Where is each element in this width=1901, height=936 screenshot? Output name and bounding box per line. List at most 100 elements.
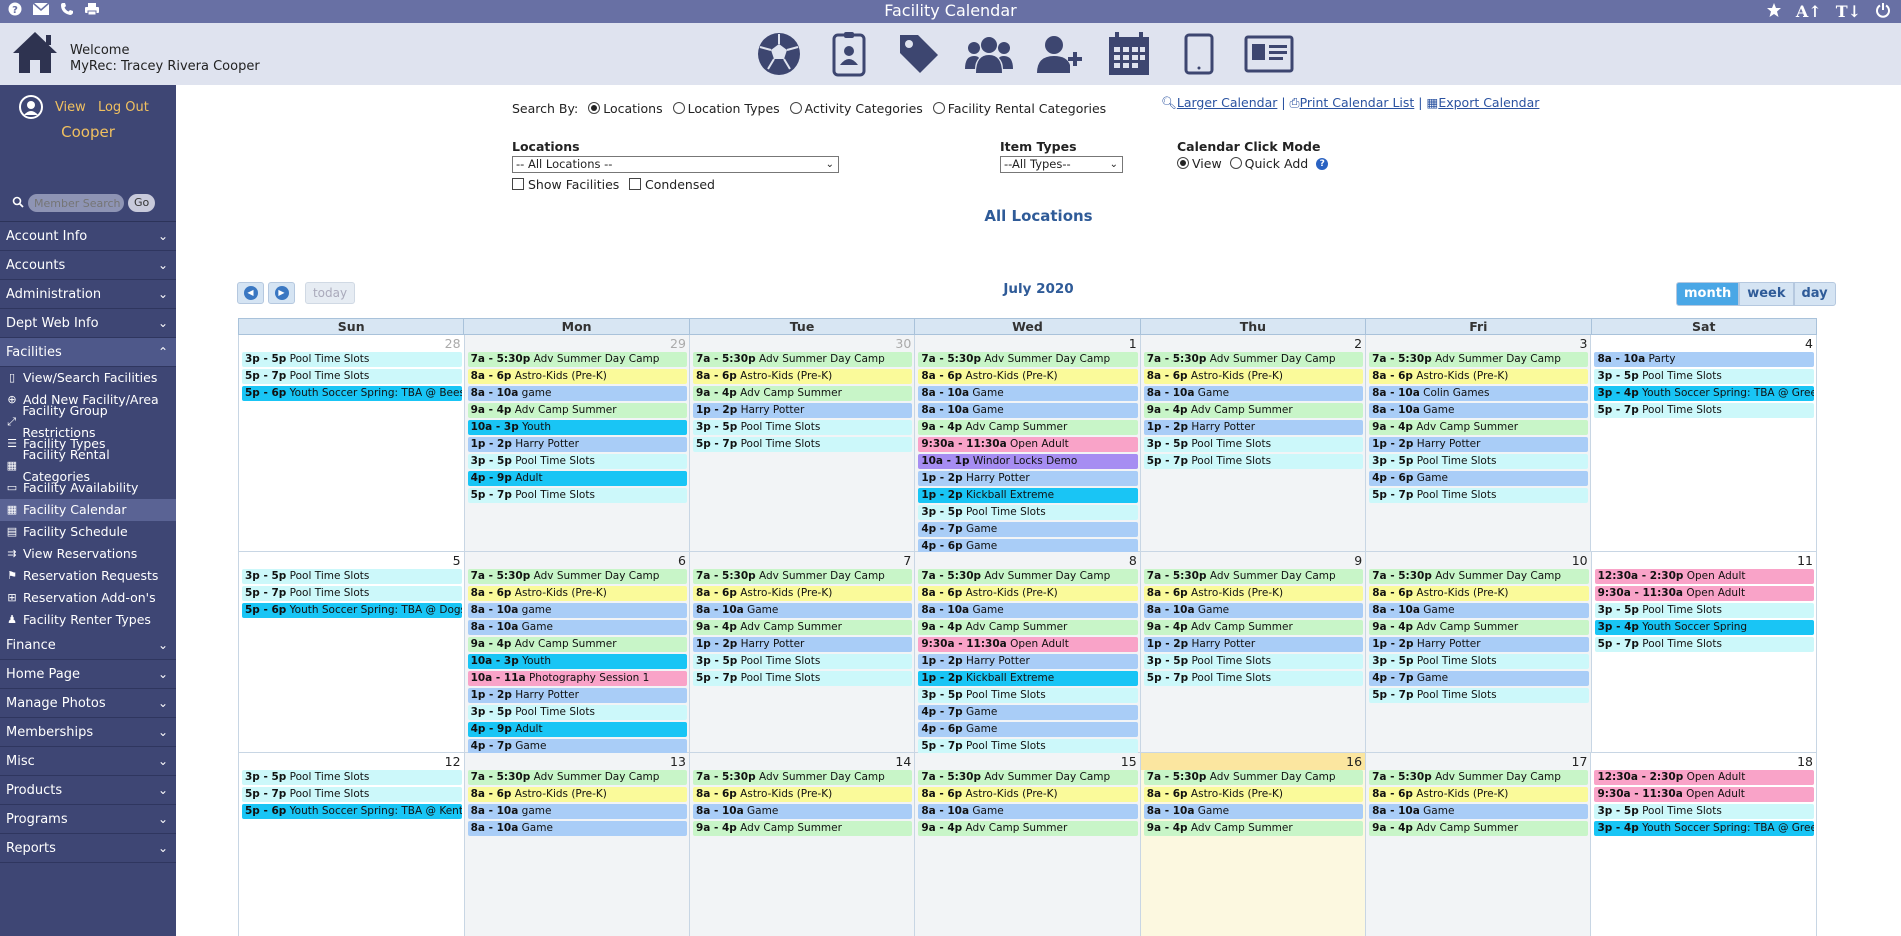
calendar-event[interactable]: 4p - 6p Game <box>918 722 1138 737</box>
calendar-event[interactable]: 5p - 7p Pool Time Slots <box>242 369 462 384</box>
day-cell[interactable]: 8 7a - 5:30p Adv Summer Day Camp 8a - 6p A… <box>915 552 1141 754</box>
calendar-event[interactable]: 3p - 5p Pool Time Slots <box>918 688 1138 703</box>
calendar-event[interactable]: 5p - 6p Youth Soccer Spring: TBA @ Kents <box>242 804 462 819</box>
id-badge-icon[interactable] <box>824 29 874 79</box>
radio-mode-view[interactable]: View <box>1177 156 1222 171</box>
radio-facility-rental-categories[interactable]: Facility Rental Categories <box>932 101 1106 116</box>
calendar-event[interactable]: 9:30a - 11:30a Open Adult <box>1594 586 1814 601</box>
calendar-event[interactable]: 8a - 6p Astro-Kids (Pre-K) <box>1143 369 1364 384</box>
print-icon[interactable] <box>84 2 100 20</box>
decrease-font-icon[interactable]: T↓ <box>1835 2 1861 21</box>
calendar-event[interactable]: 9a - 4p Adv Camp Summer <box>692 386 913 401</box>
menu-item-dept-web-info[interactable]: Dept Web Info ⌄ <box>0 309 176 338</box>
calendar-event[interactable]: 9a - 4p Adv Camp Summer <box>467 403 687 418</box>
calendar-event[interactable]: 7a - 5:30p Adv Summer Day Camp <box>692 569 913 584</box>
logout-link[interactable]: Log Out <box>97 99 149 115</box>
submenu-item-facility-renter-types[interactable]: ♟ Facility Renter Types <box>0 609 176 631</box>
calendar-event[interactable]: 8a - 10a Party <box>1594 352 1814 367</box>
calendar-event[interactable]: 4p - 6p Game <box>918 539 1138 554</box>
menu-item-misc[interactable]: Misc ⌄ <box>0 747 176 776</box>
calendar-event[interactable]: 1p - 2p Harry Potter <box>692 403 913 418</box>
today-button[interactable]: today <box>305 282 355 304</box>
calendar-event[interactable]: 10a - 3p Youth <box>467 654 687 669</box>
day-cell[interactable]: 9 7a - 5:30p Adv Summer Day Camp 8a - 6p A… <box>1140 552 1367 753</box>
calendar-event[interactable]: 5p - 6p Youth Soccer Spring: TBA @ Bees <box>242 386 462 401</box>
calendar-event[interactable]: 1p - 2p Kickball Extreme <box>918 671 1138 686</box>
calendar-event[interactable]: 1p - 2p Harry Potter <box>467 688 687 703</box>
calendar-event[interactable]: 9a - 4p Adv Camp Summer <box>1143 403 1364 418</box>
calendar-event[interactable]: 8a - 10a Game <box>467 620 687 635</box>
calendar-event[interactable]: 1p - 2p Harry Potter <box>467 437 687 452</box>
submenu-item-facility-types[interactable]: ☰ Facility Types <box>0 433 176 455</box>
calendar-event[interactable]: 5p - 7p Pool Time Slots <box>1594 637 1814 652</box>
member-search-input[interactable] <box>28 194 124 212</box>
calendar-event[interactable]: 5p - 7p Pool Time Slots <box>692 671 913 686</box>
users-icon[interactable] <box>964 29 1014 79</box>
calendar-event[interactable]: 3p - 5p Pool Time Slots <box>1369 454 1589 469</box>
day-number[interactable]: 13 <box>670 754 686 769</box>
calendar-event[interactable]: 8a - 6p Astro-Kids (Pre-K) <box>1143 787 1364 802</box>
day-cell[interactable]: 5 3p - 5p Pool Time Slots 5p - 7p Pool Tim… <box>239 552 465 753</box>
calendar-event[interactable]: 1p - 2p Harry Potter <box>1369 437 1589 452</box>
calendar-event[interactable]: 9a - 4p Adv Camp Summer <box>1143 620 1364 635</box>
day-number[interactable]: 7 <box>903 553 912 568</box>
calendar-event[interactable]: 9a - 4p Adv Camp Summer <box>692 620 913 635</box>
calendar-event[interactable]: 4p - 9p Adult <box>467 471 687 486</box>
condensed-checkbox[interactable]: Condensed <box>629 177 715 192</box>
calendar-event[interactable]: 8a - 10a Game <box>918 804 1138 819</box>
calendar-event[interactable]: 1p - 2p Harry Potter <box>692 637 913 652</box>
calendar-event[interactable]: 4p - 9p Adult <box>467 722 687 737</box>
day-number[interactable]: 12 <box>444 754 461 769</box>
prev-month-button[interactable]: ◀ <box>237 282 264 304</box>
day-number[interactable]: 8 <box>1128 553 1137 568</box>
calendar-event[interactable]: 8a - 10a Game <box>918 603 1138 618</box>
submenu-item-view-search-facilities[interactable]: ▯ View/Search Facilities <box>0 367 176 389</box>
calendar-event[interactable]: 8a - 6p Astro-Kids (Pre-K) <box>1369 586 1589 601</box>
day-cell[interactable]: 18 12:30a - 2:30p Open Adult 9:30a - 11:30… <box>1591 753 1817 936</box>
calendar-event[interactable]: 9a - 4p Adv Camp Summer <box>1369 420 1589 435</box>
calendar-event[interactable]: 3p - 4p Youth Soccer Spring: TBA @ Green <box>1594 386 1814 401</box>
submenu-item-facility-calendar[interactable]: ▦ Facility Calendar <box>0 499 176 521</box>
radio-locations[interactable]: Locations <box>588 101 663 116</box>
calendar-event[interactable]: 5p - 7p Pool Time Slots <box>1369 688 1589 703</box>
day-number[interactable]: 3 <box>1579 336 1588 351</box>
radio-mode-quick-add[interactable]: Quick Add <box>1229 156 1308 171</box>
day-cell[interactable]: 7 7a - 5:30p Adv Summer Day Camp 8a - 6p A… <box>689 552 916 753</box>
calendar-event[interactable]: 9a - 4p Adv Camp Summer <box>1369 821 1589 836</box>
calendar-event[interactable]: 3p - 5p Pool Time Slots <box>692 654 913 669</box>
radio-activity-categories[interactable]: Activity Categories <box>789 101 923 116</box>
calendar-event[interactable]: 5p - 7p Pool Time Slots <box>242 787 462 802</box>
calendar-event[interactable]: 8a - 6p Astro-Kids (Pre-K) <box>918 586 1138 601</box>
calendar-event[interactable]: 9a - 4p Adv Camp Summer <box>467 637 687 652</box>
day-number[interactable]: 4 <box>1805 336 1813 351</box>
view-week-button[interactable]: week <box>1739 282 1794 306</box>
day-number[interactable]: 28 <box>444 336 461 351</box>
calendar-event[interactable]: 5p - 7p Pool Time Slots <box>1143 454 1364 469</box>
day-number[interactable]: 15 <box>1120 754 1137 769</box>
day-number[interactable]: 29 <box>670 336 686 351</box>
day-cell[interactable]: 17 7a - 5:30p Adv Summer Day Camp 8a - 6p … <box>1366 753 1592 936</box>
menu-item-products[interactable]: Products ⌄ <box>0 776 176 805</box>
calendar-event[interactable]: 8a - 10a Game <box>1369 403 1589 418</box>
soccer-ball-icon[interactable] <box>754 29 804 79</box>
tag-icon[interactable] <box>894 29 944 79</box>
calendar-event[interactable]: 10a - 3p Youth <box>467 420 687 435</box>
calendar-event[interactable]: 3p - 5p Pool Time Slots <box>467 705 687 720</box>
calendar-event[interactable]: 3p - 4p Youth Soccer Spring <box>1594 620 1814 635</box>
calendar-icon[interactable] <box>1104 29 1154 79</box>
tablet-icon[interactable] <box>1174 29 1224 79</box>
calendar-event[interactable]: 7a - 5:30p Adv Summer Day Camp <box>1369 569 1589 584</box>
day-number[interactable]: 10 <box>1571 553 1588 568</box>
help-icon[interactable]: ? <box>1316 157 1329 170</box>
calendar-event[interactable]: 7a - 5:30p Adv Summer Day Camp <box>1369 770 1589 785</box>
day-number[interactable]: 14 <box>895 754 912 769</box>
calendar-event[interactable]: 1p - 2p Harry Potter <box>1143 420 1364 435</box>
day-cell[interactable]: 3 7a - 5:30p Adv Summer Day Camp 8a - 6p A… <box>1366 335 1592 552</box>
calendar-event[interactable]: 4p - 7p Game <box>918 705 1138 720</box>
calendar-event[interactable]: 8a - 6p Astro-Kids (Pre-K) <box>1369 787 1589 802</box>
calendar-event[interactable]: 4p - 7p Game <box>467 739 687 754</box>
submenu-item-facility-availability[interactable]: ▭ Facility Availability <box>0 477 176 499</box>
calendar-event[interactable]: 9a - 4p Adv Camp Summer <box>918 420 1138 435</box>
day-cell[interactable]: 4 8a - 10a Party 3p - 5p Pool Time Slots 3p… <box>1591 335 1817 552</box>
home-icon[interactable] <box>10 29 60 75</box>
